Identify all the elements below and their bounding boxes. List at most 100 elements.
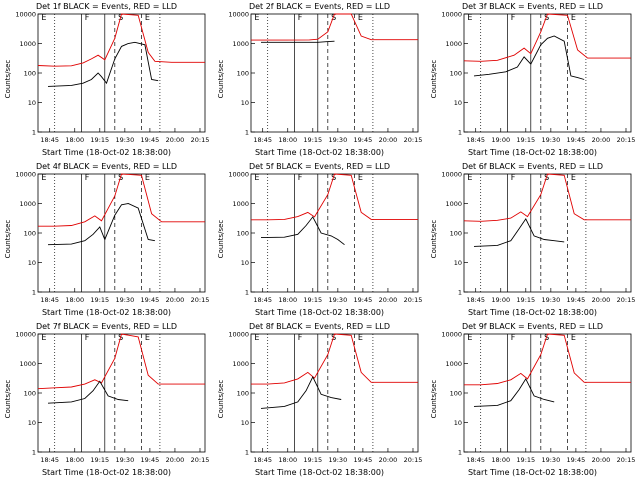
- marker-label-f: F: [511, 173, 516, 182]
- y-tick-label: 1000: [232, 200, 249, 208]
- x-tick-label: 19:30: [541, 136, 560, 144]
- marker-label-e: E: [358, 173, 363, 182]
- y-tick-label: 10: [28, 259, 36, 267]
- plot-frame: [463, 173, 632, 293]
- events-series-line: [47, 203, 155, 246]
- x-tick-label: 20:15: [191, 136, 210, 144]
- plot-svg: 1 10 100 1000 10000 18:45 18:00 19:15 19:30 19:45…: [228, 11, 422, 145]
- panel-det-5f: 1 10 100 1000 10000 18:45 18:00 19:15 19:30 19:45…: [213, 160, 426, 320]
- panel-title: Det 3f BLACK = Events, RED = LLD: [461, 2, 604, 11]
- y-tick-label: 1: [458, 449, 462, 457]
- lld-series-line: [464, 333, 631, 386]
- panel-title: Det 2f BLACK = Events, RED = LLD: [248, 2, 391, 11]
- marker-label-e: E: [41, 13, 46, 22]
- plot-svg: 1 10 100 1000 10000 18:45 19:00 19:15 19:30 19:45…: [441, 171, 635, 305]
- marker-label-e: E: [145, 173, 150, 182]
- x-tick-label: 19:45: [354, 456, 373, 464]
- x-axis-label: Start Time (18-Oct-02 18:38:00): [254, 468, 385, 477]
- y-tick-label: 100: [450, 70, 462, 78]
- y-tick-label: 10: [241, 419, 249, 427]
- panel-title: Det 6f BLACK = Events, RED = LLD: [461, 162, 604, 171]
- x-tick-label: 19:30: [541, 296, 560, 304]
- x-tick-label: 20:00: [379, 136, 398, 144]
- events-series-line: [473, 218, 565, 247]
- plot-frame: [37, 13, 206, 133]
- y-tick-label: 10000: [228, 331, 249, 339]
- plot-svg: 1 10 100 1000 10000 18:45 18:00 19:15 19:30 19:45…: [15, 331, 209, 465]
- events-series-line: [473, 35, 585, 80]
- marker-label-f: F: [298, 333, 303, 342]
- marker-label-f: F: [85, 333, 90, 342]
- y-axis-label: Counts/sec: [217, 379, 225, 419]
- x-tick-label: 19:15: [303, 456, 322, 464]
- panel-det-8f: 1 10 100 1000 10000 18:45 18:00 19:15 19:30 19:45…: [213, 320, 426, 480]
- y-tick-label: 100: [24, 390, 36, 398]
- x-tick-label: 18:45: [40, 296, 59, 304]
- y-tick-label: 1000: [19, 200, 36, 208]
- x-tick-label: 19:45: [567, 296, 586, 304]
- marker-label-e: E: [254, 333, 259, 342]
- x-tick-label: 18:45: [466, 296, 485, 304]
- x-tick-label: 18:00: [278, 296, 297, 304]
- x-tick-label: 20:00: [166, 456, 185, 464]
- lld-series-line: [251, 173, 418, 221]
- marker-label-e: E: [358, 13, 363, 22]
- x-tick-label: 20:00: [166, 296, 185, 304]
- x-tick-label: 20:15: [617, 136, 636, 144]
- x-tick-label: 18:00: [65, 136, 84, 144]
- x-tick-label: 18:00: [278, 136, 297, 144]
- x-tick-label: 19:30: [328, 296, 347, 304]
- x-tick-label: 20:15: [404, 296, 423, 304]
- events-series-line: [47, 41, 159, 87]
- x-tick-label: 19:30: [328, 136, 347, 144]
- y-tick-label: 10000: [441, 331, 462, 339]
- y-tick-label: 1: [245, 449, 249, 457]
- y-tick-label: 10: [241, 259, 249, 267]
- x-tick-label: 20:00: [379, 296, 398, 304]
- x-tick-label: 18:45: [253, 456, 272, 464]
- lld-series-line: [463, 13, 631, 62]
- events-series-line: [473, 377, 555, 407]
- marker-label-e: E: [254, 13, 259, 22]
- x-tick-label: 19:30: [115, 456, 134, 464]
- marker-label-e: E: [358, 333, 363, 342]
- plot-svg: 1 10 100 1000 10000 18:45 18:00 19:15 19:30 19:45…: [441, 331, 636, 465]
- y-tick-label: 10000: [441, 171, 462, 179]
- marker-label-e: E: [41, 333, 46, 342]
- y-tick-label: 10: [241, 99, 249, 107]
- x-axis-label: Start Time (18-Oct-02 18:38:00): [41, 468, 172, 477]
- x-axis-label: Start Time (18-Oct-02 18:38:00): [467, 468, 598, 477]
- plot-svg: 1 10 100 1000 10000 18:45 19:00 19:15 19:30 19:45…: [441, 11, 636, 145]
- x-tick-label: 18:45: [40, 456, 59, 464]
- x-axis-label: Start Time (18-Oct-02 18:38:00): [254, 148, 385, 157]
- plot-frame: [37, 333, 206, 453]
- marker-label-e: E: [254, 173, 259, 182]
- y-tick-label: 10000: [15, 11, 36, 19]
- marker-label-e: E: [571, 173, 576, 182]
- x-tick-label: 18:45: [253, 136, 272, 144]
- x-tick-label: 19:45: [141, 456, 160, 464]
- x-tick-label: 20:15: [617, 456, 636, 464]
- lld-series-line: [37, 333, 205, 390]
- y-tick-label: 1000: [19, 360, 36, 368]
- y-tick-label: 1000: [445, 40, 462, 48]
- plot-svg: 1 10 100 1000 10000 18:45 18:00 19:15 19:30 19:45…: [228, 171, 423, 305]
- events-series-line: [47, 380, 129, 404]
- y-tick-label: 1000: [19, 40, 36, 48]
- x-axis-label: Start Time (18-Oct-02 18:38:00): [467, 148, 598, 157]
- panel-title: Det 7f BLACK = Events, RED = LLD: [35, 322, 178, 331]
- x-tick-label: 19:45: [141, 136, 160, 144]
- x-axis-label: Start Time (18-Oct-02 18:38:00): [41, 148, 172, 157]
- y-axis-label: Counts/sec: [4, 59, 12, 99]
- y-tick-label: 10000: [228, 171, 249, 179]
- marker-label-s: S: [544, 13, 549, 22]
- plot-frame: [463, 333, 632, 453]
- y-tick-label: 1: [245, 289, 249, 297]
- x-tick-label: 19:45: [567, 456, 586, 464]
- panel-title: Det 4f BLACK = Events, RED = LLD: [35, 162, 178, 171]
- lld-series-line: [463, 173, 631, 222]
- x-axis-label: Start Time (18-Oct-02 18:38:00): [254, 308, 385, 317]
- y-axis-label: Counts/sec: [430, 219, 438, 259]
- x-tick-label: 19:30: [115, 296, 134, 304]
- x-tick-label: 18:00: [278, 456, 297, 464]
